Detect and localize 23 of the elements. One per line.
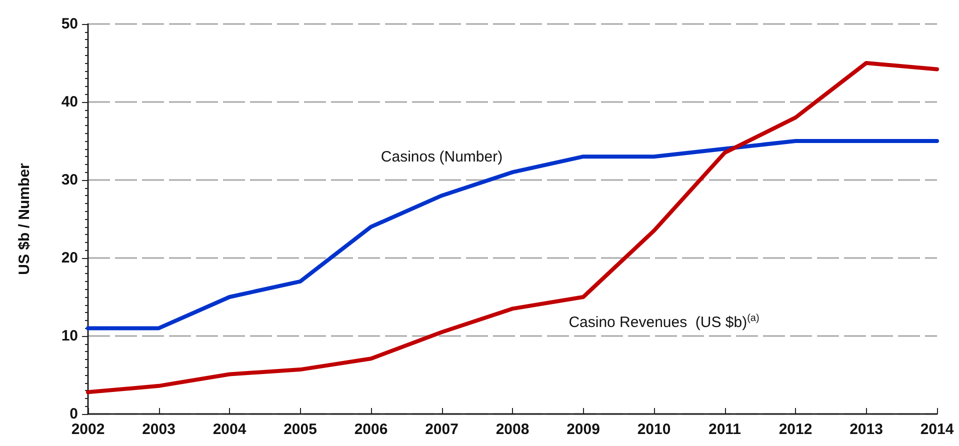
x-tick-label: 2013 [850,421,883,438]
x-tick-label: 2004 [212,421,247,438]
x-tick-label: 2009 [566,421,600,438]
x-tick-label: 2008 [496,421,530,438]
y-tick-label: 40 [61,94,78,110]
line-series [86,61,939,394]
line-series [86,139,939,330]
y-tick-label: 50 [61,16,78,32]
x-tick-label: 2012 [778,421,812,438]
x-tick-label: 2002 [71,421,105,438]
x-tick-label: 2007 [425,421,458,438]
y-tick-label: 0 [70,406,78,422]
x-tick-label: 2006 [354,421,388,438]
x-tick-label: 2005 [284,421,317,438]
x-tick-label: 2011 [708,421,742,438]
y-axis-title: US $b / Number [16,162,33,275]
x-tick-label: 2010 [637,421,671,438]
x-tick-label: 2003 [142,421,176,438]
y-tick-label: 20 [61,250,78,266]
x-tick-label: 2014 [920,421,954,438]
y-tick-label: 10 [61,328,78,344]
y-tick-label: 30 [61,172,78,188]
series-label: Casinos (Number) [380,148,503,166]
